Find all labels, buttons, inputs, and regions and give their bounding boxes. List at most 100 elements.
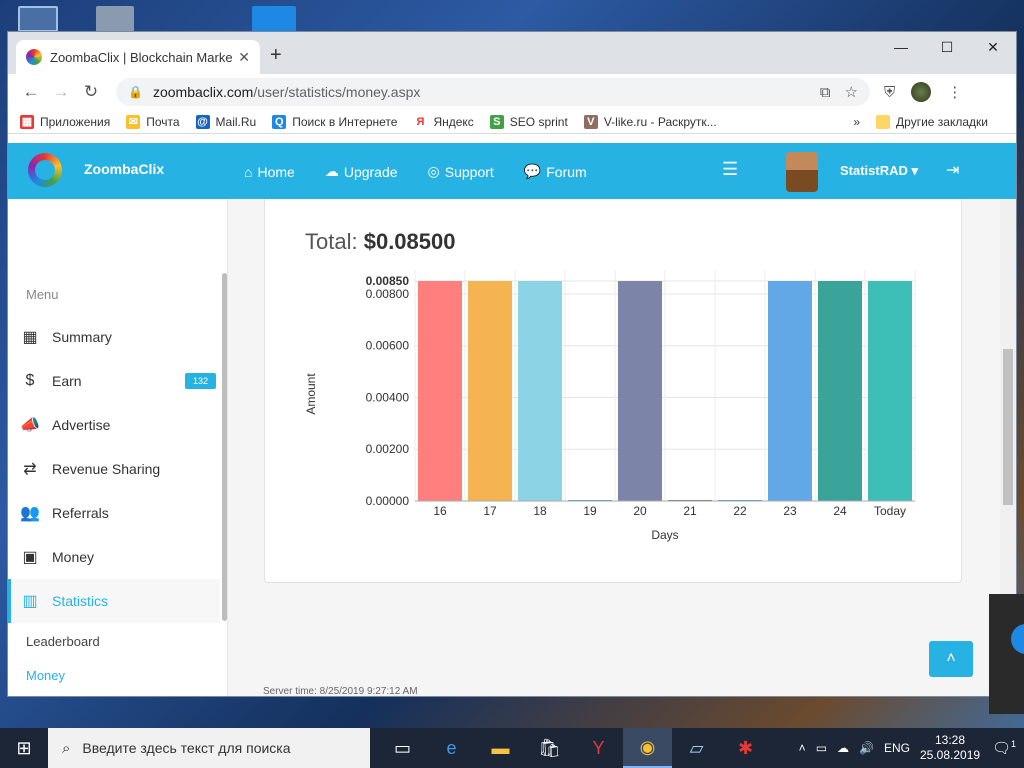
- total-amount: Total: $0.08500: [305, 229, 456, 254]
- sidebar-item-advertise[interactable]: 📣 Advertise: [20, 417, 111, 434]
- desktop-icons: [0, 0, 1024, 32]
- yandex-browser-icon[interactable]: Y: [592, 737, 605, 758]
- browser-menu-icon[interactable]: ⋮: [947, 84, 963, 101]
- home-icon: ⌂: [244, 163, 253, 180]
- sidebar-scrollbar[interactable]: [222, 273, 227, 621]
- title-bar: ZoombaClix | Blockchain Marketi ✕ + — ☐ …: [8, 32, 1016, 74]
- server-time: Server time: 8/25/2019 9:27:12 AM: [263, 686, 418, 696]
- statistics-card: Total: $0.08500 0.00000 0.00200 0.00400 0.0…: [264, 199, 962, 583]
- minimize-button[interactable]: —: [894, 39, 908, 55]
- red-app-icon[interactable]: ✱: [737, 737, 754, 758]
- browser-toolbar: ← → ↻ 🔒 zoombaclix.com/user/statistics/m…: [8, 74, 1016, 110]
- logout-icon[interactable]: ⇥: [946, 162, 960, 179]
- site-favicon-icon: [26, 49, 42, 65]
- x-tick-label: 24: [833, 504, 847, 518]
- close-window-button[interactable]: ✕: [987, 38, 999, 55]
- bar-chart-icon: ▥: [22, 593, 38, 610]
- store-icon[interactable]: 🛍: [538, 737, 561, 758]
- x-tick-label: 17: [483, 504, 497, 518]
- tray-chevron-icon[interactable]: ˄: [798, 741, 806, 755]
- page-scrollbar[interactable]: [1000, 199, 1016, 696]
- edge-icon[interactable]: e: [446, 737, 457, 758]
- browser-tab[interactable]: ZoombaClix | Blockchain Marketi ✕: [16, 40, 260, 74]
- translate-icon[interactable]: ⧉: [819, 83, 831, 101]
- notification-icon[interactable]: 🗨1: [991, 739, 1017, 757]
- sidebar-item-statistics[interactable]: ▥ Statistics: [8, 579, 220, 623]
- lifebuoy-icon: ◎: [427, 163, 440, 179]
- bookmark-item[interactable]: ✉ Почта: [126, 114, 180, 129]
- recycle-bin-icon[interactable]: [96, 6, 134, 32]
- back-icon[interactable]: ←: [22, 82, 40, 101]
- taskbar: ⊞ ⌕ Введите здесь текст для поиска ▭ e ▬…: [0, 728, 1024, 768]
- sidebar-item-earn[interactable]: $ Earn 132: [8, 359, 220, 403]
- y-tick-label: 0.00000: [366, 494, 410, 508]
- sidebar-item-revenue-sharing[interactable]: ⇄ Revenue Sharing: [8, 447, 220, 491]
- bookmark-item[interactable]: Q Поиск в Интернете: [272, 114, 397, 129]
- bookmark-item[interactable]: Я Яндекс: [413, 114, 474, 129]
- scroll-to-top-button[interactable]: ˄: [929, 641, 973, 677]
- money-bar-chart: 0.00000 0.00200 0.00400 0.00600 0.008000.008…: [304, 269, 916, 542]
- system-tray: ˄ ▭ ☁ 🔊 ENG 13:28 25.08.2019 🗨1: [799, 733, 1024, 763]
- bar-23: [768, 281, 812, 501]
- x-tick-label: 22: [733, 504, 747, 518]
- url-path: /user/statistics/money.aspx: [253, 84, 421, 100]
- nav-support[interactable]: ◎ Support: [427, 163, 494, 180]
- y-tick-label: 0.00400: [366, 390, 410, 404]
- sidebar-item-money[interactable]: ▣ Money: [8, 535, 220, 579]
- onedrive-icon[interactable]: ☁: [837, 741, 850, 755]
- desktop-app-icon[interactable]: [18, 6, 58, 32]
- chrome-icon[interactable]: ◉: [623, 728, 672, 768]
- earn-count-badge: 132: [184, 373, 216, 389]
- sidebar: Menu ▦ Summary $ Earn 132 📣 Advertise ⇄ Reven…: [8, 199, 228, 696]
- more-bookmarks-icon[interactable]: »: [853, 114, 861, 129]
- y-tick-label: 0.00800: [366, 287, 410, 301]
- clock-date: 25.08.2019: [920, 748, 981, 762]
- bookmark-item[interactable]: ▦ Приложения: [20, 114, 111, 129]
- bookmark-star-icon[interactable]: ☆: [844, 84, 858, 101]
- notes-app-icon[interactable]: ▱: [689, 737, 704, 758]
- x-axis-label: Days: [651, 528, 678, 542]
- bookmark-item[interactable]: @ Mail.Ru: [195, 114, 257, 129]
- volume-icon[interactable]: 🔊: [859, 741, 874, 755]
- exchange-icon: ⇄: [23, 461, 37, 478]
- sidebar-sub-leaderboard[interactable]: Leaderboard: [26, 634, 100, 649]
- maximize-button[interactable]: ☐: [940, 38, 954, 55]
- nav-forum[interactable]: 💬 Forum: [523, 163, 587, 180]
- sidebar-sub-money[interactable]: Money: [26, 668, 66, 683]
- user-menu[interactable]: StatistRAD ▾: [840, 163, 919, 178]
- close-tab-icon[interactable]: ✕: [238, 48, 250, 65]
- taskbar-search[interactable]: ⌕ Введите здесь текст для поиска: [48, 728, 370, 768]
- other-bookmarks[interactable]: Другие закладки: [876, 114, 988, 129]
- nav-upgrade[interactable]: ☁ Upgrade: [324, 163, 398, 180]
- language-indicator[interactable]: ENG: [883, 741, 910, 755]
- address-bar[interactable]: 🔒 zoombaclix.com/user/statistics/money.a…: [116, 78, 870, 106]
- extension-shield-icon[interactable]: ⛨: [884, 83, 896, 101]
- x-tick-label: 23: [783, 504, 797, 518]
- sliders-icon[interactable]: ☰: [722, 159, 739, 179]
- bookmark-item[interactable]: V V-like.ru - Раскрутк...: [583, 114, 717, 129]
- nav-home[interactable]: ⌂ Home: [244, 163, 295, 180]
- site-top-nav: ZoombaClix ⌂ Home ☁ Upgrade ◎ Support 💬 Foru…: [8, 143, 1016, 199]
- x-tick-label: 18: [533, 504, 547, 518]
- bar-24: [818, 281, 862, 501]
- new-tab-button[interactable]: +: [270, 44, 282, 66]
- x-tick-label: 16: [433, 504, 447, 518]
- lock-icon: 🔒: [128, 85, 143, 99]
- sidebar-item-summary[interactable]: ▦ Summary: [8, 315, 220, 359]
- file-explorer-icon[interactable]: ▬: [491, 737, 510, 758]
- site-brand[interactable]: ZoombaClix: [84, 161, 165, 177]
- edge-desktop-icon[interactable]: [252, 6, 296, 32]
- task-view-icon[interactable]: ▭: [393, 737, 411, 758]
- profile-avatar-icon[interactable]: [911, 82, 932, 102]
- user-avatar[interactable]: [786, 152, 818, 192]
- sidebar-item-referrals[interactable]: 👥 Referrals: [20, 505, 109, 522]
- reload-icon[interactable]: ↻: [83, 82, 99, 101]
- network-icon[interactable]: ▭: [815, 741, 828, 755]
- windows-start-icon[interactable]: ⊞: [16, 737, 32, 758]
- site-logo-icon[interactable]: [28, 153, 62, 187]
- bookmark-item[interactable]: S SEO sprint: [489, 114, 568, 129]
- clock[interactable]: 13:28 25.08.2019: [920, 733, 980, 763]
- bar-20: [618, 281, 662, 501]
- page-scrollbar-thumb[interactable]: [1003, 349, 1013, 505]
- forward-icon[interactable]: →: [52, 82, 70, 101]
